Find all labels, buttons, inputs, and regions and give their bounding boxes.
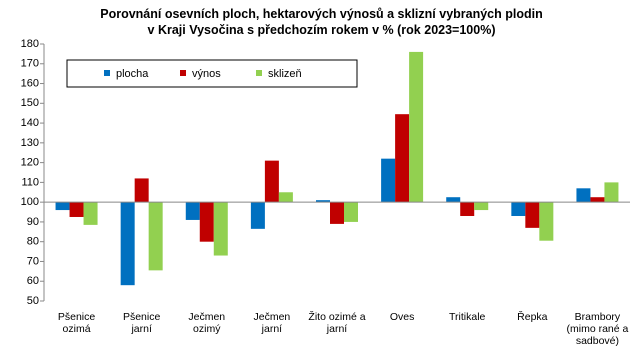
bar xyxy=(474,202,489,211)
x-tick-label: Oves xyxy=(389,311,415,323)
legend-label: sklizeň xyxy=(268,68,302,80)
y-tick-label: 120 xyxy=(21,157,39,169)
chart-title: Porovnání osevních ploch, hektarových vý… xyxy=(100,7,543,37)
bar xyxy=(511,202,526,216)
x-tick-label: Žito ozimé a jarní xyxy=(308,311,366,335)
y-tick-label: 150 xyxy=(21,97,39,109)
bar xyxy=(381,158,396,203)
y-tick-label: 80 xyxy=(27,236,39,248)
bar xyxy=(185,202,200,220)
y-tick-label: 140 xyxy=(21,117,39,129)
y-tick-label: 60 xyxy=(27,275,39,287)
bar xyxy=(69,202,84,217)
bar xyxy=(395,114,410,203)
bar xyxy=(409,51,424,203)
bar xyxy=(278,192,293,203)
bar xyxy=(525,202,540,228)
bar xyxy=(316,200,330,203)
y-tick-label: 70 xyxy=(27,255,39,267)
y-tick-label: 100 xyxy=(21,196,39,208)
legend-label: výnos xyxy=(192,68,221,80)
x-tick-label: Ječmen ozimý xyxy=(188,311,226,335)
bar xyxy=(539,202,554,241)
bar xyxy=(199,202,214,242)
y-tick-label: 170 xyxy=(21,58,39,70)
x-tick-label: Řepka xyxy=(517,311,548,323)
y-tick-label: 110 xyxy=(21,176,39,188)
y-tick-label: 90 xyxy=(27,216,39,228)
bar xyxy=(55,202,70,211)
bar xyxy=(250,202,265,229)
x-tick-label: Pšenice jarní xyxy=(122,311,161,335)
x-tick-label: Pšenice ozimá xyxy=(57,311,96,335)
y-tick-label: 50 xyxy=(27,295,39,307)
y-tick-label: 180 xyxy=(21,38,39,50)
legend-swatch xyxy=(180,70,186,76)
x-tick-label: Ječmen jarní xyxy=(253,311,291,335)
legend-swatch xyxy=(256,70,262,76)
bar xyxy=(344,202,358,222)
bar xyxy=(604,182,619,203)
bar xyxy=(330,202,344,224)
bar xyxy=(590,197,605,203)
bar xyxy=(460,202,475,216)
bar xyxy=(576,188,591,203)
bar xyxy=(446,197,461,203)
bar xyxy=(83,202,98,225)
bar xyxy=(213,202,228,256)
legend-label: plocha xyxy=(116,68,149,80)
x-tick-label: Tritikale xyxy=(449,311,486,323)
bar xyxy=(120,202,135,286)
y-tick-label: 130 xyxy=(21,137,39,149)
x-tick-label: Brambory (mimo rané a sadbové) xyxy=(566,311,629,347)
bar xyxy=(148,202,163,271)
legend-box xyxy=(66,59,358,88)
legend-swatch xyxy=(104,70,110,76)
bar xyxy=(134,178,149,203)
bar xyxy=(264,160,279,203)
y-tick-label: 160 xyxy=(21,77,39,89)
